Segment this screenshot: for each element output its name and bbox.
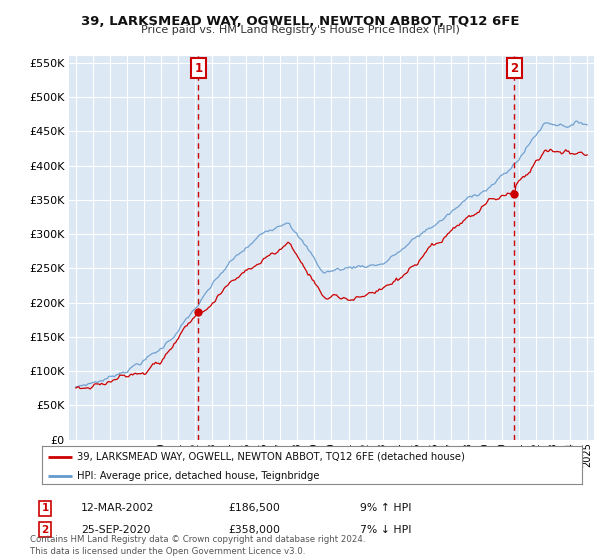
Text: 39, LARKSMEAD WAY, OGWELL, NEWTON ABBOT, TQ12 6FE: 39, LARKSMEAD WAY, OGWELL, NEWTON ABBOT,… [81, 15, 519, 27]
Text: 1: 1 [41, 503, 49, 514]
Text: HPI: Average price, detached house, Teignbridge: HPI: Average price, detached house, Teig… [77, 471, 320, 481]
Text: 2: 2 [511, 62, 518, 74]
Text: 9% ↑ HPI: 9% ↑ HPI [360, 503, 412, 514]
Text: £186,500: £186,500 [228, 503, 280, 514]
Text: Price paid vs. HM Land Registry's House Price Index (HPI): Price paid vs. HM Land Registry's House … [140, 25, 460, 35]
Text: 12-MAR-2002: 12-MAR-2002 [81, 503, 154, 514]
Text: 1: 1 [194, 62, 202, 74]
Text: 39, LARKSMEAD WAY, OGWELL, NEWTON ABBOT, TQ12 6FE (detached house): 39, LARKSMEAD WAY, OGWELL, NEWTON ABBOT,… [77, 451, 465, 461]
Text: Contains HM Land Registry data © Crown copyright and database right 2024.
This d: Contains HM Land Registry data © Crown c… [30, 535, 365, 556]
Text: £358,000: £358,000 [228, 525, 280, 535]
Text: 25-SEP-2020: 25-SEP-2020 [81, 525, 151, 535]
Text: 7% ↓ HPI: 7% ↓ HPI [360, 525, 412, 535]
Text: 2: 2 [41, 525, 49, 535]
